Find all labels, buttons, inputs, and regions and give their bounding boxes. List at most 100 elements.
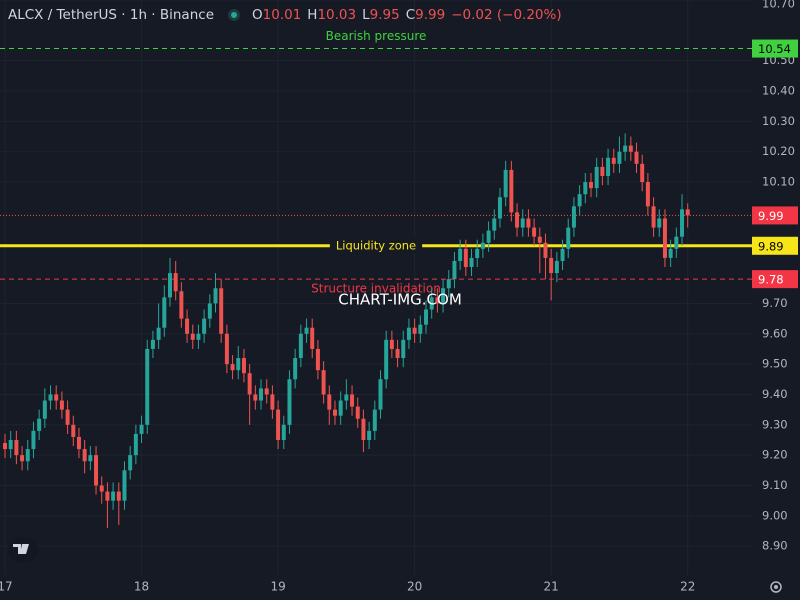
candle-body bbox=[224, 333, 229, 365]
candle-body bbox=[94, 455, 99, 486]
level-price-tag: 9.89 bbox=[758, 239, 784, 253]
change: −0.02 (−0.20%) bbox=[451, 7, 562, 23]
candle-body bbox=[560, 248, 565, 261]
candle-body bbox=[441, 288, 446, 304]
y-tick-label: 9.50 bbox=[762, 357, 788, 371]
candle-body bbox=[99, 485, 104, 492]
candle-body bbox=[662, 218, 667, 258]
candle-body bbox=[503, 169, 508, 198]
level-price-tag: 10.54 bbox=[758, 42, 791, 56]
candle-body bbox=[173, 273, 178, 292]
candle-body bbox=[202, 318, 207, 334]
candle-body bbox=[82, 449, 87, 462]
candle-body bbox=[497, 197, 502, 219]
level-label-bg bbox=[329, 237, 423, 254]
candle-body bbox=[332, 409, 337, 416]
candle-body bbox=[549, 257, 554, 274]
candle-body bbox=[566, 227, 571, 249]
y-tick-label: 9.00 bbox=[762, 508, 788, 522]
candle-body bbox=[88, 455, 93, 462]
candle-body bbox=[372, 409, 377, 431]
symbol: ALCX / TetherUS · 1h · Binance bbox=[8, 7, 214, 23]
level-label: Liquidity zone bbox=[336, 238, 416, 252]
y-tick-label: 9.60 bbox=[762, 326, 788, 340]
candle-body bbox=[76, 436, 81, 450]
candle-body bbox=[412, 327, 417, 334]
tv-logo bbox=[8, 537, 38, 563]
candle-body bbox=[162, 297, 167, 328]
level-price-tag-bg bbox=[752, 236, 798, 255]
x-tick-label: 21 bbox=[544, 580, 559, 594]
candle-body bbox=[424, 309, 428, 325]
gear-center[interactable] bbox=[774, 585, 778, 589]
candle-body bbox=[128, 455, 133, 471]
candle-body bbox=[634, 151, 639, 164]
candle-body bbox=[623, 145, 628, 152]
candle-body bbox=[25, 449, 30, 462]
candle-body bbox=[116, 491, 121, 501]
candle-body bbox=[270, 394, 275, 410]
ohlc-value: 9.99 bbox=[415, 7, 446, 23]
levels: Bearish pressure Liquidity zone Structure … bbox=[0, 29, 752, 296]
candle-body bbox=[361, 418, 366, 440]
candle-body bbox=[350, 394, 355, 407]
level-price-tag-bg bbox=[752, 39, 798, 58]
header: ALCX / TetherUS · 1h · Binance O10.01 H10… bbox=[8, 7, 568, 23]
candle-body bbox=[515, 212, 520, 228]
settings-icon[interactable] bbox=[770, 581, 782, 593]
candle-body bbox=[657, 218, 662, 228]
candle-body bbox=[651, 206, 656, 228]
candles bbox=[3, 133, 690, 528]
candle-body bbox=[8, 439, 13, 450]
candle-body bbox=[509, 169, 514, 213]
candle-body bbox=[304, 327, 309, 334]
gear[interactable] bbox=[770, 581, 782, 593]
y-tick-label: 9.20 bbox=[762, 448, 788, 462]
candle-body bbox=[281, 424, 286, 440]
x-tick-label: 20 bbox=[407, 580, 422, 594]
candle-body bbox=[20, 455, 25, 462]
ohlc-key: L bbox=[362, 7, 370, 23]
candle-body bbox=[213, 288, 218, 304]
ohlc-legend: O10.01 H10.03 L9.95 C9.99 bbox=[252, 7, 451, 23]
status-dot bbox=[228, 9, 240, 21]
y-tick-label: 10.40 bbox=[762, 84, 795, 98]
candle-body bbox=[486, 230, 491, 243]
candle-body bbox=[628, 145, 633, 152]
candle-body bbox=[446, 279, 451, 289]
candle-body bbox=[645, 182, 650, 207]
candle-body bbox=[469, 257, 474, 268]
candle-body bbox=[389, 339, 394, 349]
candle-body bbox=[384, 339, 389, 380]
y-tick-label: 8.90 bbox=[762, 539, 788, 553]
candle-body bbox=[475, 248, 480, 258]
y-tick-label: 9.40 bbox=[762, 387, 788, 401]
candle-body bbox=[583, 182, 588, 195]
x-tick-label: 17 bbox=[0, 580, 13, 594]
candle-body bbox=[680, 209, 685, 237]
candle-body bbox=[259, 388, 264, 401]
candle-body bbox=[458, 248, 463, 261]
candle-body bbox=[378, 379, 383, 410]
candle-body bbox=[71, 424, 76, 437]
candle-body bbox=[589, 182, 593, 189]
candle-body bbox=[264, 388, 269, 395]
level-price-tag: 9.78 bbox=[758, 273, 784, 287]
candle-body bbox=[640, 163, 645, 183]
candle-body bbox=[253, 394, 258, 401]
candle-body bbox=[219, 288, 224, 334]
candle-body bbox=[338, 400, 343, 416]
ohlc-value: 9.95 bbox=[369, 7, 400, 23]
candle-body bbox=[168, 273, 172, 298]
candle-body bbox=[600, 166, 605, 176]
candle-body bbox=[321, 370, 326, 395]
y-tick-label: 9.70 bbox=[762, 296, 788, 310]
candle-body bbox=[230, 364, 235, 371]
candle-body bbox=[367, 430, 372, 440]
y-tick-label: 10.10 bbox=[762, 175, 795, 189]
candle-body bbox=[276, 409, 281, 440]
candle-body bbox=[492, 218, 497, 231]
